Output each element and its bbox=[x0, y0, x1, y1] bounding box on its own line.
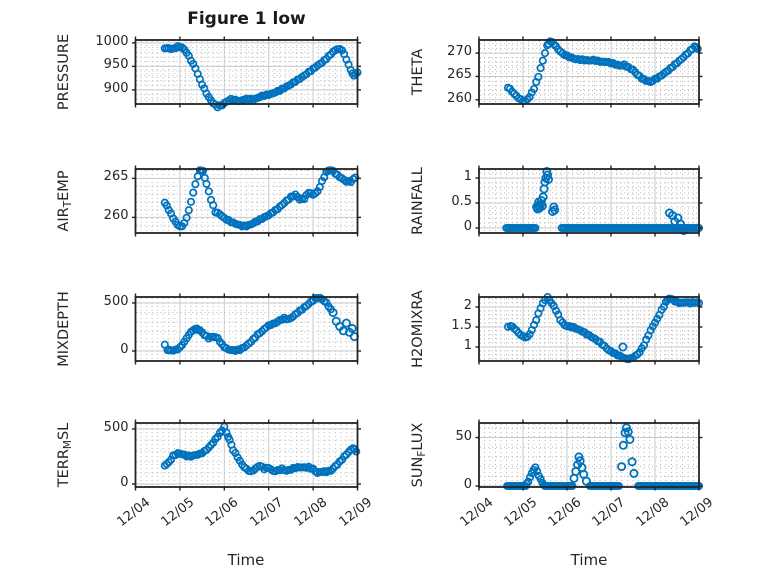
data-marker bbox=[162, 459, 171, 469]
y-tick-label: 950 bbox=[103, 57, 129, 73]
data-marker bbox=[347, 323, 357, 333]
data-marker bbox=[618, 342, 628, 352]
data-marker bbox=[328, 308, 338, 318]
y-tick-label: 270 bbox=[447, 44, 472, 60]
data-marker bbox=[191, 180, 200, 189]
x-axis-label-right: Time bbox=[570, 551, 608, 569]
y-tick-label: 500 bbox=[103, 293, 129, 309]
axes-box bbox=[478, 39, 700, 105]
data-marker bbox=[322, 298, 331, 307]
data-marker bbox=[341, 318, 351, 328]
data-marker bbox=[525, 330, 534, 339]
y-tick-label: 260 bbox=[447, 90, 472, 106]
axes-box bbox=[478, 422, 700, 488]
data-marker bbox=[218, 426, 227, 435]
y-tick-label: 1.5 bbox=[451, 318, 472, 333]
data-marker bbox=[538, 56, 547, 65]
axes-box bbox=[134, 39, 359, 105]
y-tick-label: 2 bbox=[463, 298, 472, 313]
data-marker bbox=[540, 49, 550, 58]
y-tick-label: 265 bbox=[103, 169, 129, 185]
data-marker bbox=[550, 205, 560, 215]
data-marker bbox=[534, 72, 543, 81]
data-marker bbox=[173, 345, 182, 354]
axes-box bbox=[134, 296, 359, 362]
y-tick-label: 500 bbox=[103, 419, 129, 435]
data-marker bbox=[543, 170, 553, 180]
data-marker bbox=[618, 440, 628, 450]
data-marker bbox=[537, 201, 547, 211]
data-marker bbox=[536, 474, 545, 484]
y-tick-label: 1 bbox=[463, 169, 472, 184]
data-marker bbox=[625, 434, 635, 444]
data-marker bbox=[162, 201, 171, 210]
y-tick-label: 260 bbox=[103, 208, 129, 224]
data-marker bbox=[617, 462, 627, 472]
data-marker bbox=[627, 457, 637, 467]
data-marker bbox=[574, 452, 584, 462]
data-marker bbox=[623, 427, 633, 437]
data-marker bbox=[614, 481, 623, 491]
data-marker bbox=[642, 335, 651, 344]
data-marker bbox=[650, 318, 660, 327]
y-axis-label-sun_flux: SUNFLUX bbox=[410, 422, 428, 488]
y-tick-label: 1 bbox=[463, 338, 472, 353]
data-marker bbox=[629, 468, 639, 478]
y-tick-label: 0 bbox=[120, 342, 129, 357]
y-tick-label: 0.5 bbox=[451, 194, 472, 209]
data-marker bbox=[531, 223, 540, 233]
axes-box bbox=[134, 422, 359, 488]
y-tick-label: 50 bbox=[455, 428, 472, 444]
y-tick-label: 0 bbox=[463, 477, 472, 493]
axes-box bbox=[134, 168, 359, 234]
data-marker bbox=[544, 174, 554, 184]
data-marker bbox=[351, 173, 360, 182]
data-marker bbox=[532, 316, 541, 325]
data-marker bbox=[581, 476, 591, 486]
data-marker bbox=[182, 213, 191, 222]
data-marker bbox=[311, 189, 320, 198]
data-marker bbox=[533, 467, 542, 476]
data-marker bbox=[300, 195, 309, 204]
data-marker bbox=[222, 428, 231, 437]
y-tick-label: 265 bbox=[447, 67, 472, 83]
data-marker bbox=[529, 84, 539, 94]
data-marker bbox=[525, 473, 535, 482]
y-tick-label: 1000 bbox=[95, 33, 129, 49]
y-tick-label: 0 bbox=[463, 219, 472, 234]
data-marker bbox=[568, 481, 577, 491]
data-marker bbox=[202, 179, 211, 188]
data-marker bbox=[693, 44, 702, 53]
data-marker bbox=[352, 447, 361, 456]
data-marker bbox=[186, 197, 196, 206]
data-marker bbox=[184, 206, 193, 215]
axes-box bbox=[478, 296, 700, 362]
data-marker bbox=[536, 64, 545, 73]
y-tick-label: 900 bbox=[103, 80, 129, 96]
data-marker bbox=[524, 477, 533, 486]
data-marker bbox=[679, 225, 689, 235]
data-marker bbox=[539, 184, 549, 194]
data-marker bbox=[209, 201, 218, 210]
data-marker bbox=[536, 199, 546, 209]
data-marker bbox=[198, 166, 208, 175]
axes-box bbox=[478, 168, 700, 234]
data-marker bbox=[189, 188, 198, 197]
y-axis-label-terr_msl: TERRMSL bbox=[56, 422, 74, 488]
figure-title: Figure 1 low bbox=[187, 9, 306, 29]
data-marker bbox=[633, 350, 642, 359]
x-axis-label-left: Time bbox=[227, 551, 265, 569]
y-tick-label: 0 bbox=[120, 475, 129, 491]
data-marker bbox=[204, 187, 213, 196]
